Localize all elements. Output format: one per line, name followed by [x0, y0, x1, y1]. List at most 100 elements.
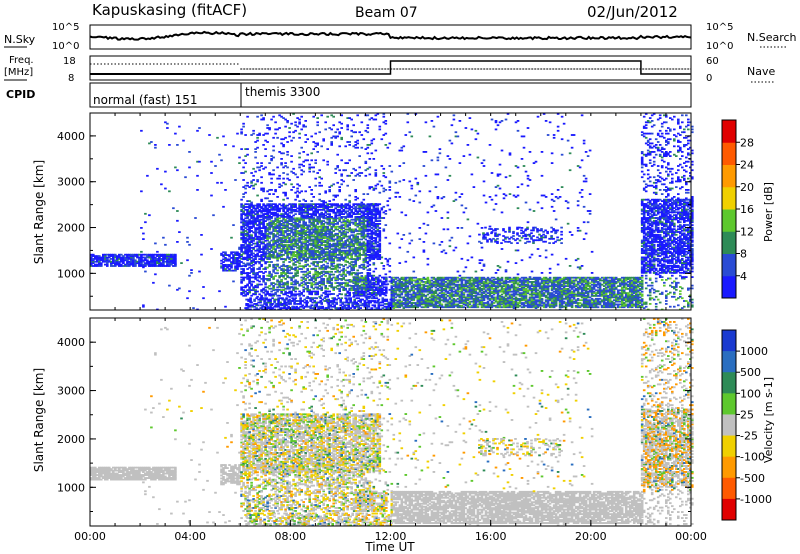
heatmap-cell	[306, 295, 309, 298]
heatmap-cell	[248, 238, 251, 241]
heatmap-cell	[298, 204, 301, 207]
freq-label: Freq.	[9, 55, 34, 66]
heatmap-cell	[354, 265, 357, 268]
heatmap-cell	[262, 251, 265, 254]
heatmap-cell	[308, 230, 311, 232]
heatmap-cell	[168, 190, 171, 193]
heatmap-cell	[118, 256, 121, 259]
heatmap-cell	[366, 146, 370, 149]
heatmap-cell	[320, 114, 323, 117]
heatmap-cell	[314, 276, 317, 279]
heatmap-cell	[274, 214, 277, 217]
heatmap-cell	[264, 251, 267, 254]
heatmap-cell	[272, 214, 275, 217]
heatmap-cell	[158, 253, 161, 256]
heatmap-cell	[298, 206, 301, 208]
heatmap-cell	[250, 204, 253, 207]
heatmap-cell	[136, 260, 139, 263]
heatmap-cell	[280, 163, 283, 166]
heatmap-cell	[382, 217, 386, 219]
heatmap-cell	[274, 205, 277, 208]
heatmap-cell	[270, 239, 273, 242]
heatmap-cell	[294, 210, 297, 213]
heatmap-cell	[294, 224, 297, 227]
heatmap-cell	[348, 194, 351, 197]
heatmap-cell	[240, 273, 243, 276]
heatmap-cell	[360, 272, 364, 274]
heatmap-cell	[328, 290, 331, 293]
heatmap-cell	[286, 239, 289, 242]
freq-tick-bottom: 8	[68, 73, 74, 84]
heatmap-cell	[286, 246, 289, 249]
heatmap-cell	[248, 231, 251, 234]
heatmap-cell	[266, 290, 269, 293]
heatmap-cell	[302, 294, 305, 297]
heatmap-cell	[286, 256, 289, 259]
heatmap-cell	[116, 255, 119, 258]
heatmap-cell	[338, 169, 341, 172]
heatmap-cell	[382, 190, 386, 193]
heatmap-cell	[252, 231, 255, 234]
heatmap-cell	[336, 165, 339, 167]
heatmap-cell	[302, 245, 305, 248]
beam-title: Beam 07	[355, 5, 418, 21]
heatmap-cell	[306, 252, 309, 255]
heatmap-cell	[288, 237, 291, 239]
heatmap-cell	[350, 129, 353, 132]
heatmap-cell	[374, 172, 378, 174]
heatmap-cell	[372, 138, 376, 141]
heatmap-cell	[246, 223, 249, 225]
heatmap-cell	[140, 256, 143, 259]
heatmap-cell	[246, 231, 249, 234]
heatmap-cell	[250, 210, 253, 213]
heatmap-cell	[310, 221, 313, 224]
heatmap-cell	[258, 235, 261, 238]
heatmap-cell	[380, 217, 384, 219]
heatmap-cell	[312, 166, 315, 169]
heatmap-cell	[298, 224, 301, 227]
heatmap-cell	[302, 288, 305, 291]
heatmap-cell	[156, 250, 159, 253]
heatmap-cell	[330, 141, 333, 143]
heatmap-cell	[148, 255, 151, 258]
cpid-mode-normal: normal (fast) 151	[93, 93, 197, 107]
heatmap-cell	[252, 266, 255, 269]
heatmap-cell	[238, 252, 241, 255]
heatmap-cell	[256, 206, 259, 208]
heatmap-cell	[290, 256, 293, 259]
heatmap-cell	[294, 244, 297, 246]
heatmap-cell	[312, 115, 315, 118]
heatmap-cell	[298, 152, 301, 155]
heatmap-cell	[262, 242, 265, 245]
heatmap-cell	[292, 210, 295, 213]
heatmap-cell	[288, 203, 291, 206]
heatmap-cell	[114, 255, 117, 258]
heatmap-cell	[310, 152, 313, 155]
heatmap-cell	[114, 263, 117, 266]
heatmap-cell	[274, 225, 277, 228]
heatmap-cell	[280, 158, 283, 160]
heatmap-cell	[300, 213, 303, 216]
heatmap-cell	[164, 253, 167, 256]
heatmap-cell	[308, 239, 311, 242]
heatmap-cell	[250, 241, 253, 244]
heatmap-cell	[248, 255, 251, 258]
heatmap-cell	[312, 245, 315, 248]
heatmap-cell	[256, 179, 259, 181]
heatmap-cell	[286, 121, 289, 124]
heatmap-cell	[334, 196, 337, 198]
heatmap-cell	[260, 263, 263, 266]
heatmap-cell	[318, 273, 321, 276]
heatmap-cell	[256, 237, 259, 239]
heatmap-cell	[230, 264, 233, 266]
heatmap-cell	[150, 255, 153, 258]
heatmap-cell	[270, 256, 273, 259]
heatmap-cell	[370, 186, 374, 189]
heatmap-cell	[252, 207, 255, 210]
heatmap-cell	[230, 265, 233, 268]
heatmap-cell	[222, 205, 225, 208]
heatmap-cell	[242, 225, 245, 228]
heatmap-cell	[170, 263, 173, 266]
heatmap-cell	[340, 136, 343, 139]
heatmap-cell	[240, 132, 243, 135]
